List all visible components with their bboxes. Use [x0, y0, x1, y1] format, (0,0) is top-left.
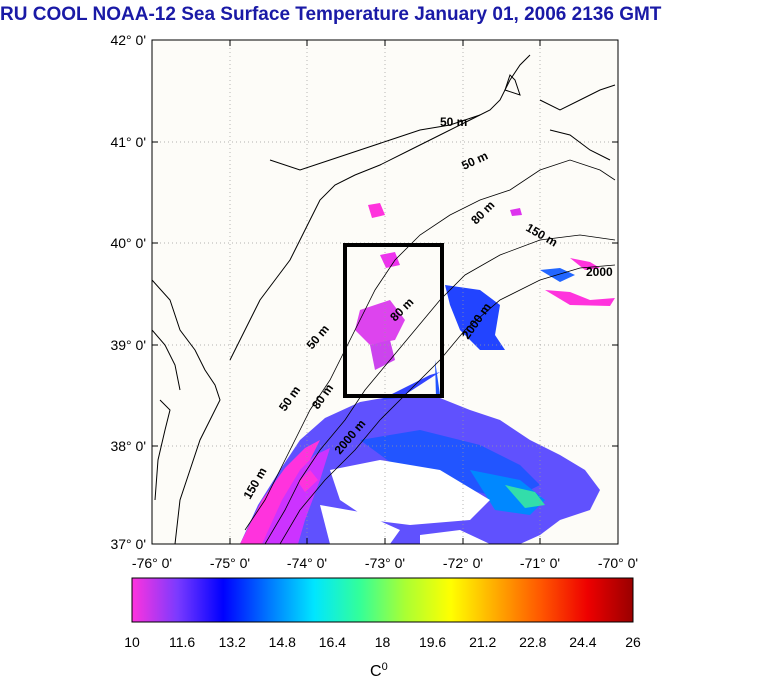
study-box	[343, 243, 444, 398]
colorbar-unit: C0	[370, 661, 388, 680]
lon-axis-labels: -76° 0' -75° 0' -74° 0' -73° 0' -72° 0' …	[132, 555, 638, 571]
lat-axis-labels: 42° 0' 41° 0' 40° 0' 39° 0' 38° 0' 37° 0…	[110, 32, 146, 552]
lon-tick-label: -74° 0'	[287, 555, 327, 571]
colorbar-tick-label: 14.8	[269, 634, 296, 650]
isobath-label: 50 m	[440, 115, 467, 129]
colorbar	[132, 578, 633, 622]
lat-tick-label: 40° 0'	[110, 235, 146, 251]
lat-tick-label: 39° 0'	[110, 337, 146, 353]
colorbar-tick-label: 10	[124, 634, 140, 650]
colorbar-tick-label: 26	[625, 634, 641, 650]
coastline	[152, 54, 616, 544]
colorbar-tick-label: 19.6	[419, 634, 446, 650]
colorbar-tick-label: 18	[375, 634, 391, 650]
map-title: RU COOL NOAA-12 Sea Surface Temperature …	[0, 4, 662, 25]
lat-tick-label: 37° 0'	[110, 536, 146, 552]
colorbar-labels: 10 11.6 13.2 14.8 16.4 18 19.6 21.2 22.8 24.4 26	[124, 634, 641, 650]
colorbar-tick-label: 21.2	[469, 634, 496, 650]
lat-tick-label: 38° 0'	[110, 438, 146, 454]
lon-tick-label: -75° 0'	[210, 555, 250, 571]
lon-tick-label: -70° 0'	[598, 555, 638, 571]
lon-tick-label: -71° 0'	[520, 555, 560, 571]
colorbar-tick-label: 13.2	[219, 634, 246, 650]
colorbar-tick-label: 11.6	[169, 634, 195, 650]
lat-tick-label: 42° 0'	[110, 32, 146, 48]
lon-tick-label: -73° 0'	[365, 555, 405, 571]
lat-tick-label: 41° 0'	[110, 134, 146, 150]
isobath-lines	[244, 159, 616, 544]
colorbar-tick-label: 16.4	[319, 634, 346, 650]
colorbar-tick-label: 22.8	[519, 634, 546, 650]
tick-marks	[152, 40, 618, 544]
lon-tick-label: -76° 0'	[132, 555, 172, 571]
lon-tick-label: -72° 0'	[443, 555, 483, 571]
isobath-label: 2000	[586, 265, 613, 279]
colorbar-frame	[131, 577, 634, 623]
colorbar-tick-label: 24.4	[569, 634, 596, 650]
